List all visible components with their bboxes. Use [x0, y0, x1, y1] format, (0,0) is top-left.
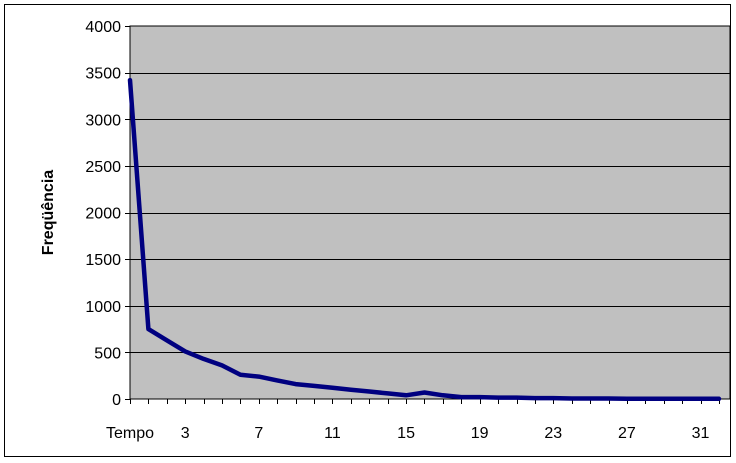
data-point-4 — [202, 357, 206, 361]
x-tick-label-3: 3 — [181, 425, 190, 442]
data-point-16 — [423, 391, 426, 394]
data-point-18 — [459, 395, 463, 399]
y-tick-label-2000: 2000 — [85, 206, 121, 223]
data-point-9 — [294, 382, 298, 386]
data-point-28 — [643, 397, 647, 401]
data-point-11 — [331, 386, 334, 390]
data-point-5 — [220, 363, 224, 367]
data-point-8 — [275, 378, 279, 382]
y-tick-label-3500: 3500 — [85, 66, 121, 83]
data-point-29 — [662, 397, 666, 401]
data-point-7 — [257, 375, 261, 379]
series-group — [127, 77, 722, 402]
y-tick-label-1500: 1500 — [85, 252, 121, 269]
data-point-1 — [146, 327, 150, 331]
data-point-2 — [165, 338, 169, 342]
x-tick-label-27: 27 — [618, 425, 636, 442]
data-point-0 — [128, 78, 132, 82]
x-tick-label-19: 19 — [471, 425, 489, 442]
y-tick-label-1000: 1000 — [85, 299, 121, 316]
data-point-6 — [238, 373, 242, 377]
y-tick-label-500: 500 — [94, 345, 121, 362]
data-point-13 — [367, 390, 371, 393]
x-tick-label-11: 11 — [324, 425, 341, 442]
y-tick-label-2500: 2500 — [85, 159, 121, 176]
data-point-32 — [717, 397, 721, 401]
data-point-24 — [570, 397, 574, 400]
y-tick-label-4000: 4000 — [85, 19, 121, 36]
data-point-25 — [588, 397, 592, 400]
x-tick-label-31: 31 — [692, 425, 710, 442]
data-point-22 — [533, 396, 537, 400]
data-point-23 — [551, 396, 555, 400]
data-point-20 — [496, 396, 500, 400]
x-tick-label-Tempo: Tempo — [106, 425, 154, 442]
data-point-15 — [404, 393, 408, 397]
data-point-3 — [183, 349, 187, 353]
data-point-26 — [607, 397, 610, 400]
data-point-30 — [680, 397, 684, 401]
data-point-10 — [312, 384, 316, 388]
y-axis: 0 500 1000 1500 2000 2500 3000 3500 4000 — [85, 19, 130, 409]
grid-lines — [130, 73, 730, 353]
x-axis: Tempo 3 7 11 15 19 23 27 31 — [106, 399, 720, 442]
data-point-27 — [625, 397, 629, 401]
x-tick-label-7: 7 — [254, 425, 263, 442]
data-point-31 — [699, 397, 703, 401]
data-point-21 — [515, 396, 518, 400]
x-tick-label-15: 15 — [397, 425, 415, 442]
plot-area — [129, 25, 731, 400]
data-point-19 — [478, 395, 482, 399]
data-point-14 — [386, 391, 390, 395]
y-axis-title: Freqüência — [40, 170, 57, 255]
data-point-12 — [349, 388, 353, 392]
x-tick-label-23: 23 — [544, 425, 562, 442]
y-tick-label-3000: 3000 — [85, 112, 121, 129]
y-tick-label-0: 0 — [112, 392, 121, 409]
data-point-17 — [441, 393, 445, 397]
